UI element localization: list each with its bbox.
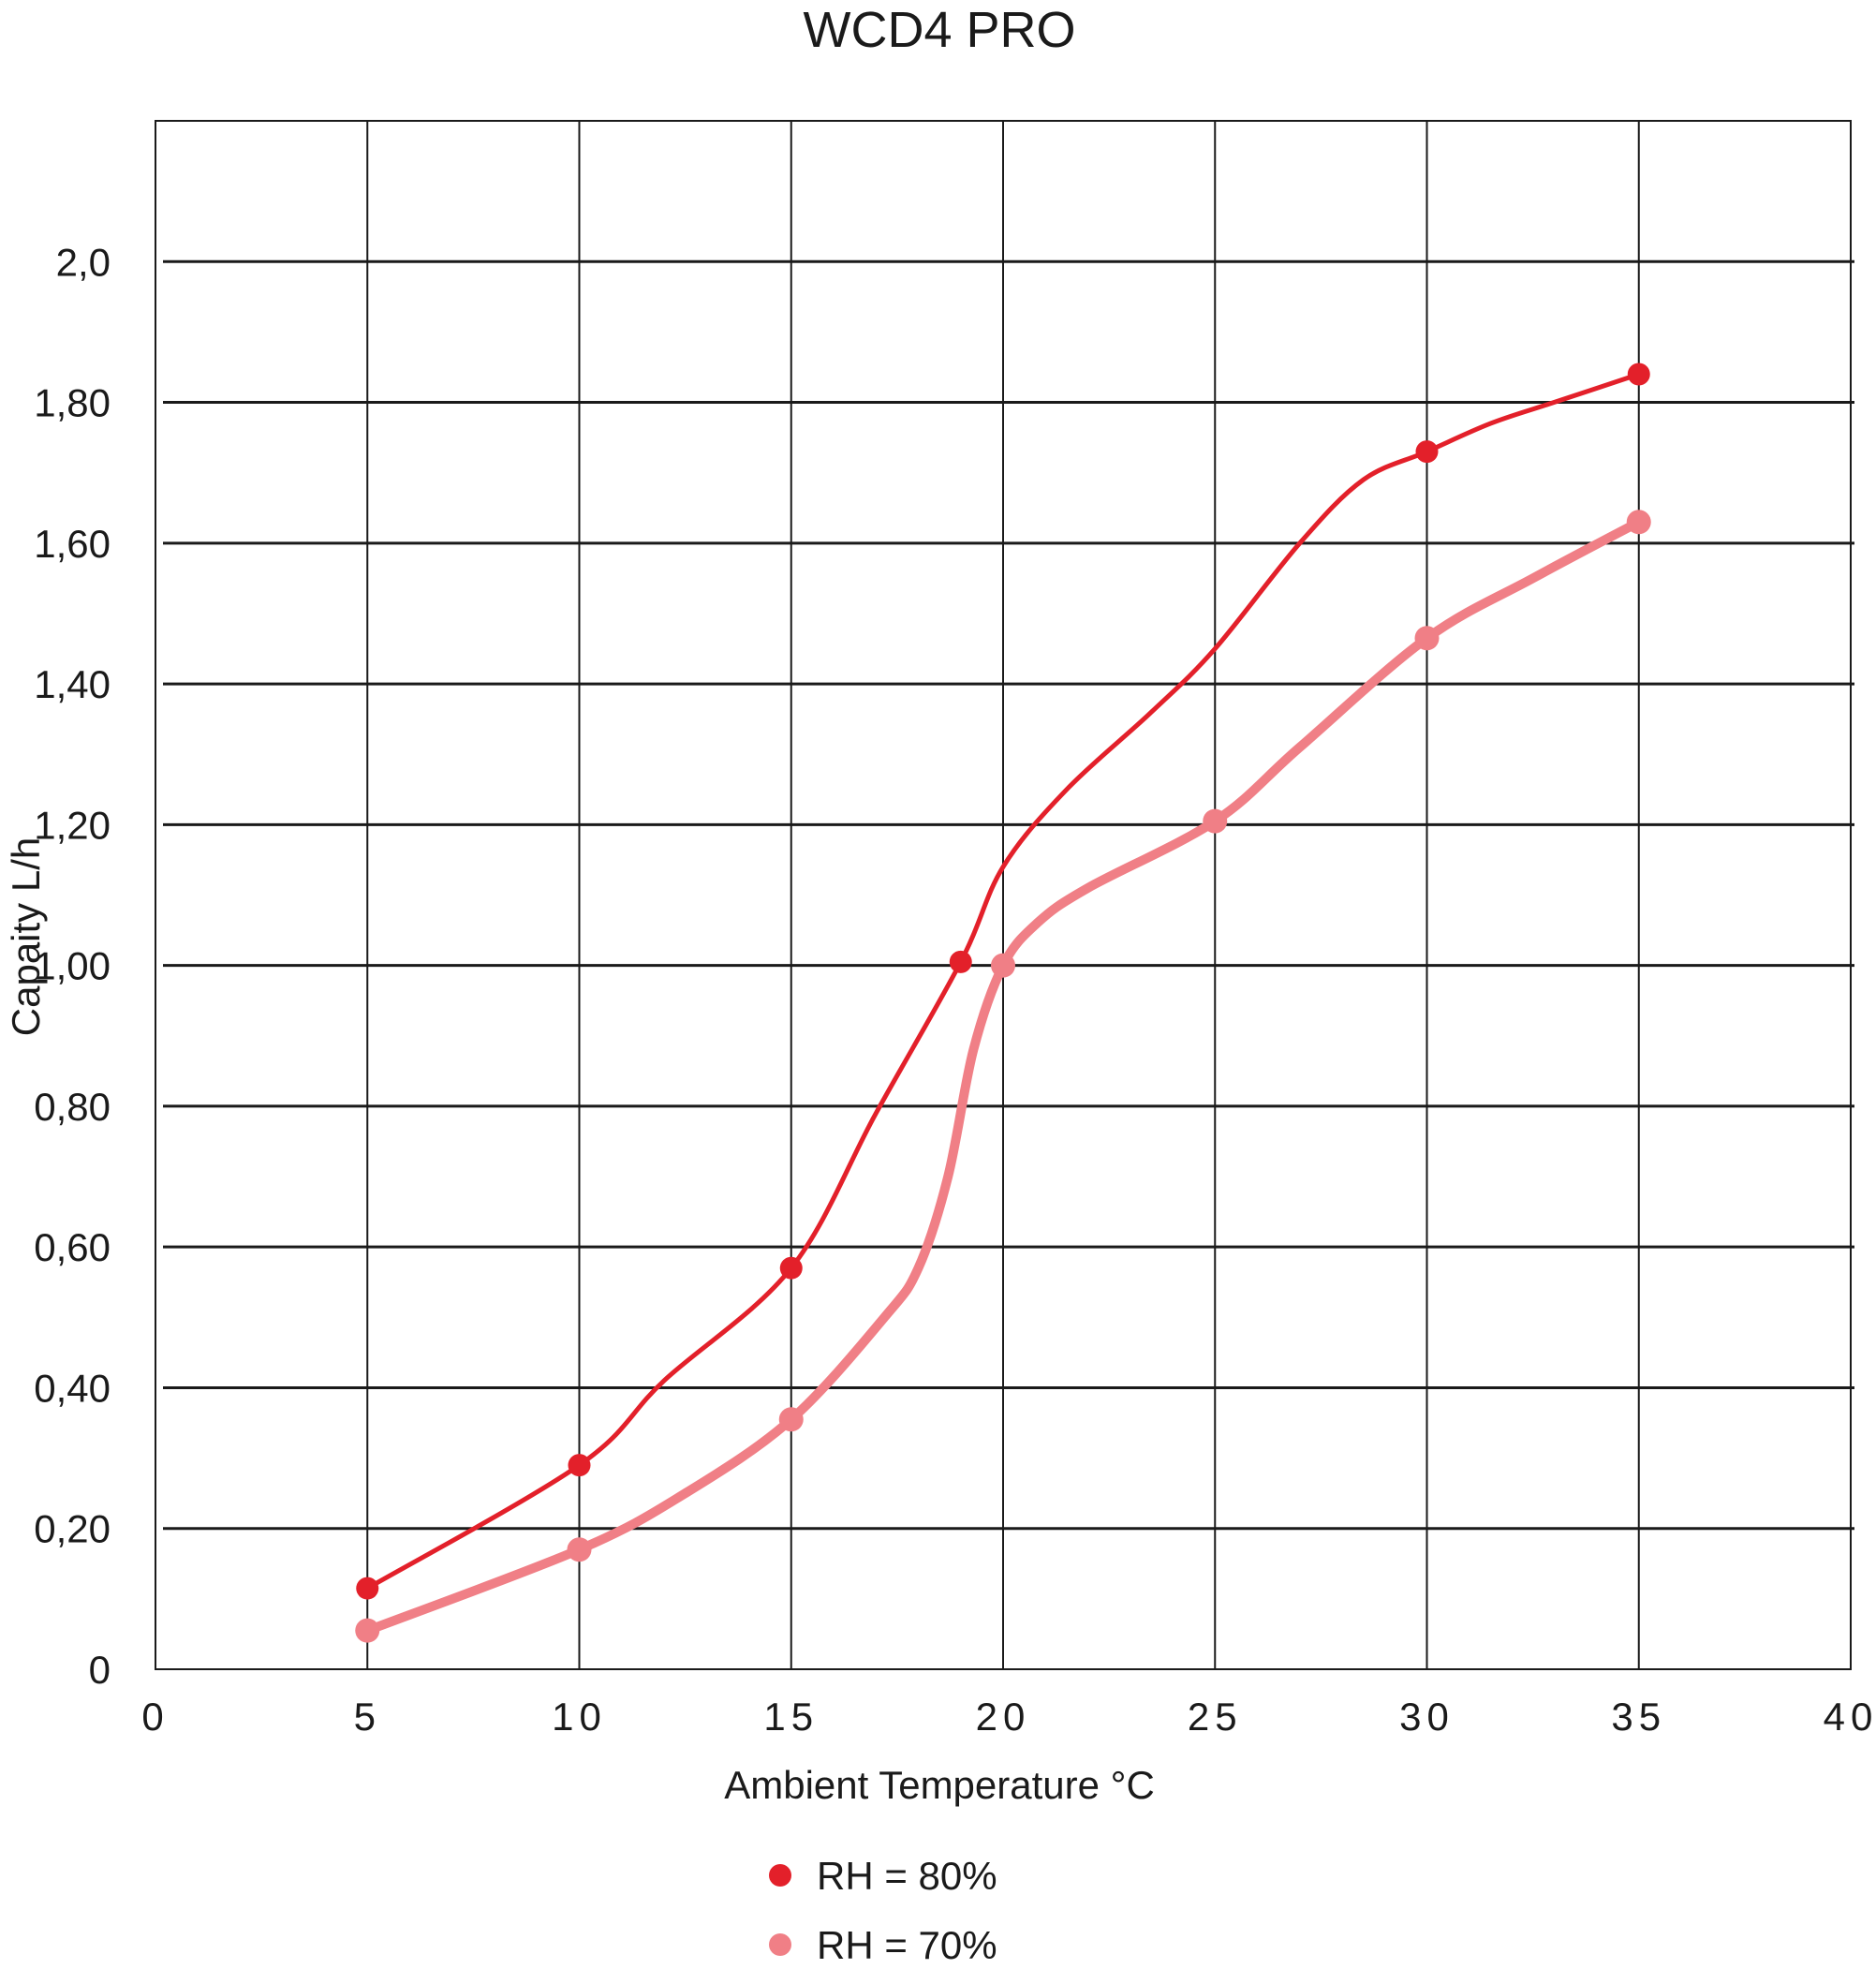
plot-frame [155, 120, 1852, 1670]
y-tick-label: 1,60 [34, 522, 111, 566]
x-tick-label: 20 [976, 1695, 1031, 1739]
y-tick-label: 0,80 [34, 1085, 111, 1129]
data-point-rh70 [1203, 808, 1228, 834]
data-point-rh80 [568, 1454, 591, 1477]
series-line-rh70 [362, 517, 1644, 1636]
x-tick-label: 35 [1611, 1695, 1666, 1739]
y-tick-label: 0 [89, 1648, 111, 1692]
y-tick-label: 1,00 [34, 944, 111, 988]
data-point-rh70 [991, 953, 1015, 978]
x-tick-label: 5 [354, 1695, 381, 1739]
chart-title: WCD4 PRO [803, 2, 1075, 58]
data-point-rh70 [778, 1407, 804, 1432]
y-tick-label: 0,20 [34, 1507, 111, 1551]
data-point-rh80 [1627, 363, 1650, 386]
y-tick-label: 1,80 [34, 381, 111, 425]
series [355, 363, 1651, 1643]
data-point-rh80 [949, 950, 972, 973]
x-tick-label: 25 [1188, 1695, 1243, 1739]
data-point-rh70 [567, 1537, 592, 1562]
grid [163, 121, 1854, 1669]
x-tick-label: 10 [552, 1695, 607, 1739]
x-tick-label: 40 [1824, 1695, 1876, 1739]
data-point-rh70 [1414, 626, 1440, 651]
legend-label-rh70: RH = 70% [817, 1923, 997, 1967]
x-axis-label: Ambient Temperature °C [724, 1763, 1155, 1807]
legend-marker-rh80 [769, 1864, 791, 1887]
legend-marker-rh70 [769, 1933, 791, 1956]
data-point-rh70 [1626, 510, 1651, 535]
data-point-rh80 [1415, 440, 1439, 464]
data-point-rh70 [355, 1618, 380, 1643]
y-tick-label: 1,20 [34, 803, 111, 847]
data-point-rh80 [779, 1256, 803, 1280]
data-point-rh80 [356, 1577, 379, 1600]
y-tick-label: 0,60 [34, 1225, 111, 1269]
x-tick-label: 0 [141, 1695, 169, 1739]
y-tick-label: 2,0 [56, 240, 111, 284]
y-tick-label: 0,40 [34, 1366, 111, 1410]
x-tick-label: 15 [763, 1695, 819, 1739]
x-tick-label: 30 [1399, 1695, 1455, 1739]
y-axis-label: Capaity L/h [4, 837, 48, 1036]
y-tick-labels: 0 0,20 0,40 0,60 0,80 1,00 1,20 1,40 1,60 1,80 2,0 [34, 240, 111, 1692]
y-tick-label: 1,40 [34, 662, 111, 706]
x-tick-labels: 0 5 10 15 20 25 30 35 40 [141, 1695, 1876, 1739]
legend-label-rh80: RH = 80% [817, 1854, 997, 1898]
legend: RH = 80% RH = 70% [769, 1854, 997, 1967]
